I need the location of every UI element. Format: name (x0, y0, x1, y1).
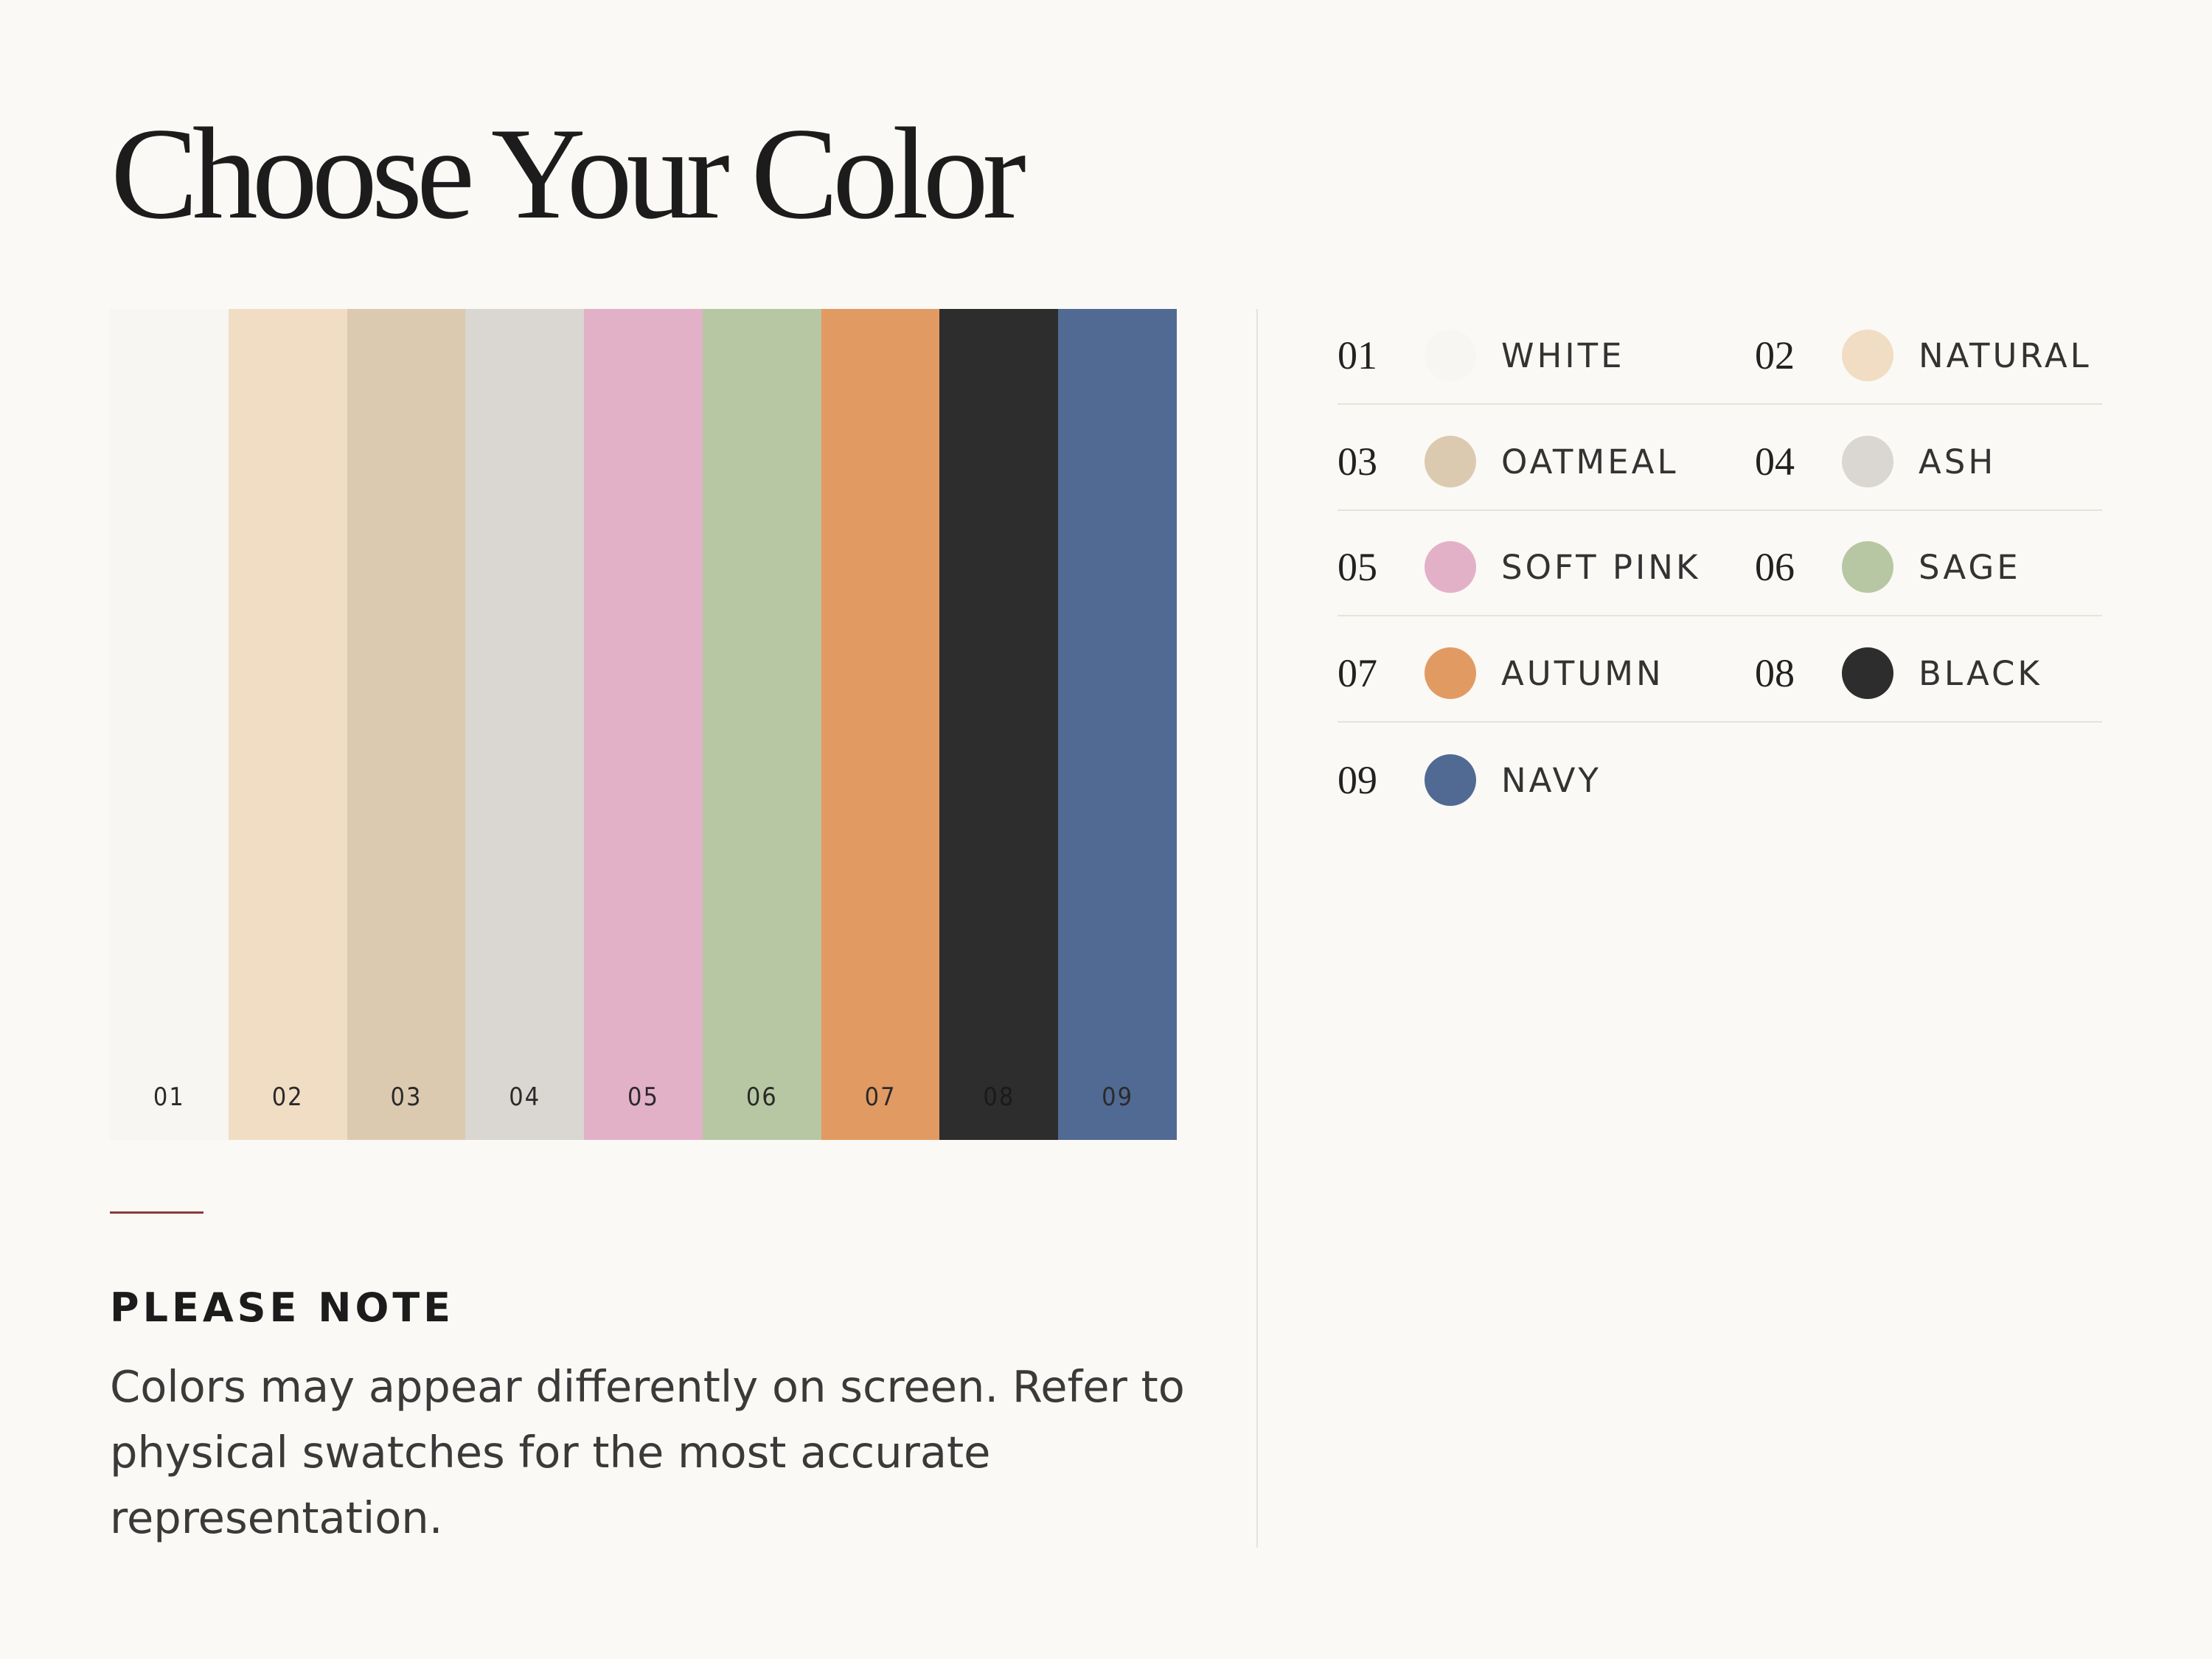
swatch-number: 09 (1102, 1082, 1134, 1112)
color-dot (1842, 436, 1893, 487)
color-number: 04 (1755, 439, 1795, 484)
color-option[interactable]: 07 AUTUMN (1338, 640, 1664, 706)
swatch-column[interactable]: 02 (228, 309, 347, 1140)
color-name: NATURAL (1919, 335, 2092, 375)
color-number: 08 (1755, 651, 1795, 695)
color-option[interactable]: 09 NAVY (1338, 747, 1601, 813)
color-name: SAGE (1919, 547, 2021, 587)
color-number: 01 (1338, 333, 1377, 378)
color-number: 02 (1755, 333, 1795, 378)
color-name: NAVY (1501, 760, 1601, 800)
swatch-column[interactable]: 05 (584, 309, 703, 1140)
color-dot (1425, 541, 1476, 593)
row-separator (1338, 403, 2102, 405)
swatch-column[interactable]: 03 (347, 309, 466, 1140)
swatch-number: 05 (627, 1082, 659, 1112)
color-number: 05 (1338, 545, 1377, 589)
color-option[interactable]: 01 WHITE (1338, 322, 1625, 389)
row-separator (1338, 509, 2102, 511)
color-dot (1842, 541, 1893, 593)
page-title: Choose Your Color (111, 100, 1026, 246)
swatch-column[interactable]: 01 (110, 309, 229, 1140)
color-dot (1425, 436, 1476, 487)
color-dot (1425, 754, 1476, 806)
swatch-column[interactable]: 07 (821, 309, 940, 1140)
color-option[interactable]: 06 SAGE (1755, 534, 2021, 600)
color-option[interactable]: 04 ASH (1755, 428, 1996, 495)
swatch-number: 01 (153, 1082, 185, 1112)
color-option[interactable]: 02 NATURAL (1755, 322, 2092, 389)
row-separator (1338, 721, 2102, 723)
swatch-number: 02 (271, 1082, 304, 1112)
color-name: SOFT PINK (1501, 547, 1701, 587)
swatch-number: 07 (864, 1082, 897, 1112)
color-option[interactable]: 03 OATMEAL (1338, 428, 1679, 495)
color-number: 07 (1338, 651, 1377, 695)
swatch-column[interactable]: 06 (702, 309, 821, 1140)
color-name: BLACK (1919, 653, 2042, 693)
color-name: OATMEAL (1501, 442, 1679, 481)
swatch-number: 04 (509, 1082, 541, 1112)
swatch-column[interactable]: 08 (939, 309, 1059, 1140)
color-number: 03 (1338, 439, 1377, 484)
color-dot (1425, 647, 1476, 699)
note-text: Colors may appear differently on screen.… (110, 1361, 1185, 1543)
color-name: ASH (1919, 442, 1997, 481)
swatch-number: 06 (745, 1082, 778, 1112)
color-dot (1842, 330, 1893, 381)
color-name: AUTUMN (1501, 653, 1664, 693)
swatch-number: 08 (983, 1082, 1015, 1112)
color-option[interactable]: 08 BLACK (1755, 640, 2042, 706)
swatch-column[interactable]: 09 (1058, 309, 1178, 1140)
swatch-strip: 01 02 03 04 05 06 07 08 09 (110, 309, 1178, 1140)
color-dot (1842, 647, 1893, 699)
swatch-column[interactable]: 04 (465, 309, 585, 1140)
row-separator (1338, 615, 2102, 616)
note-heading: PLEASE NOTE (110, 1284, 455, 1331)
swatch-number: 03 (390, 1082, 422, 1112)
color-number: 09 (1338, 758, 1377, 802)
divider (1256, 309, 1258, 1548)
color-name: WHITE (1501, 335, 1625, 375)
color-option[interactable]: 05 SOFT PINK (1338, 534, 1700, 600)
color-dot (1425, 330, 1476, 381)
accent-line (110, 1211, 204, 1214)
color-number: 06 (1755, 545, 1795, 589)
